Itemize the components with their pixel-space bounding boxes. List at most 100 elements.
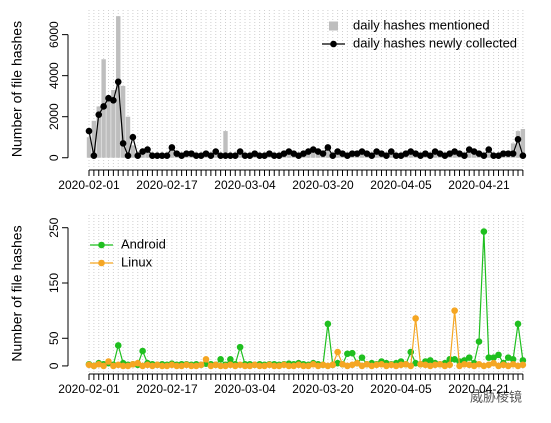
bar [111,90,116,158]
legend-label: daily hashes mentioned [353,17,490,32]
legend-point [98,259,105,267]
point [324,320,332,328]
point [465,354,473,361]
point [446,361,454,369]
x-tick-label: 2020-04-05 [370,382,432,396]
bar [91,120,97,158]
legend-point [98,241,105,249]
x-tick-label: 2020-04-21 [448,382,510,396]
x-tick-label: 2020-03-04 [214,178,276,192]
x-tick-label: 2020-02-17 [136,178,198,192]
point [519,152,527,159]
point [329,361,337,369]
bar [520,129,526,158]
point [173,362,181,370]
point [124,152,132,159]
point [139,347,146,355]
legend-swatch [329,21,338,31]
y-tick-label: 0 [47,362,61,369]
x-tick-label: 2020-04-05 [370,178,432,192]
x-tick-label: 2020-02-01 [58,178,120,192]
legend-point [330,40,337,48]
point [241,152,249,159]
bar [120,85,126,158]
point [100,103,107,110]
point [407,348,415,356]
point [426,357,434,364]
point [134,152,142,159]
point [270,152,278,159]
point [236,343,244,351]
point [192,152,200,159]
point [231,152,239,159]
bar [130,145,136,158]
point [105,358,112,365]
point [480,228,488,235]
point [183,150,190,157]
point [412,315,419,322]
point [95,111,103,118]
point [485,146,493,153]
point [153,152,161,159]
point [227,152,234,159]
point [509,150,517,157]
point [451,307,458,314]
point [490,359,497,367]
point [158,152,166,159]
point [197,361,205,369]
point [368,152,376,159]
point [519,361,527,369]
point [256,152,263,159]
point [207,152,215,159]
point [417,360,424,368]
point [188,362,195,370]
bar [223,131,228,158]
y-tick-label: 150 [47,273,61,293]
y-tick-label: 0 [47,154,61,161]
point [480,152,488,159]
point [334,348,341,356]
bar [106,96,111,158]
point [90,152,98,159]
point [475,338,483,345]
y-axis-title: Number of file hashes [9,21,25,157]
point [129,133,137,141]
point [348,150,356,157]
x-tick-label: 2020-02-17 [136,382,198,396]
point [168,144,176,151]
point [329,152,337,159]
point [431,361,439,369]
point [217,362,224,370]
point [485,354,493,361]
point [348,349,356,357]
watermark: 威胁棱镜 [470,389,522,404]
point [490,152,497,159]
point [426,152,434,159]
y-tick-label: 50 [47,331,61,345]
point [500,150,507,157]
point [119,362,127,370]
point [514,320,522,328]
x-tick-label: 2020-03-20 [292,382,354,396]
point [110,96,117,104]
point [490,354,497,361]
bar [125,116,131,158]
point [373,361,380,369]
point [114,78,122,86]
point [202,355,210,363]
point [358,354,366,361]
line [88,310,524,367]
point [212,148,220,155]
bar [169,145,175,158]
x-tick-label: 2020-03-20 [292,178,354,192]
point [461,152,468,159]
point [227,355,234,363]
point [256,362,263,370]
point [217,152,224,159]
y-tick-label: 6000 [47,21,61,48]
legend-label: daily hashes newly collected [353,35,517,50]
bar [86,137,92,158]
point [85,127,93,135]
y-tick-label: 250 [47,217,61,237]
bar [145,149,150,158]
